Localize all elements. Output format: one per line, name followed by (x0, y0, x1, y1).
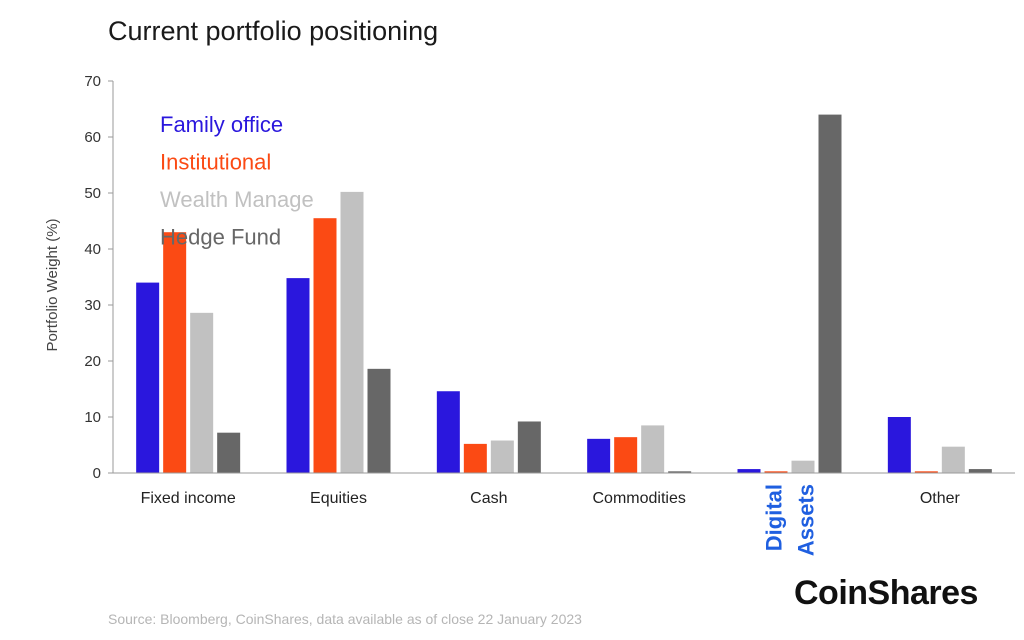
bar (914, 471, 938, 473)
y-axis-label: Portfolio Weight (%) (44, 218, 61, 351)
bar (436, 391, 460, 473)
y-tick-label: 10 (84, 409, 101, 426)
legend-entry: Institutional (160, 150, 271, 175)
bars (136, 114, 992, 473)
bar (587, 438, 611, 473)
y-tick-label: 20 (84, 353, 101, 370)
x-tick-label: Fixed income (141, 490, 236, 507)
y-tick-label: 30 (84, 297, 101, 314)
bar (367, 368, 391, 473)
legend: Family office Institutional Wealth Manage H… (160, 112, 314, 250)
coinshares-logo: CoinShares (794, 574, 978, 612)
legend-entry: Wealth Manage (160, 187, 314, 212)
bar (136, 282, 160, 473)
bar (791, 460, 815, 473)
bar (190, 312, 214, 473)
source-note: Source: Bloomberg, CoinShares, data avai… (108, 611, 582, 627)
bar (737, 469, 761, 473)
x-axis-labels: Fixed income Equities Cash Commodities Digit… (113, 472, 1015, 556)
y-tick-label: 40 (84, 241, 101, 258)
legend-entry: Family office (160, 112, 283, 137)
bar (217, 432, 241, 473)
bar (490, 440, 514, 473)
y-tick-label: 60 (84, 129, 101, 146)
bar (286, 278, 310, 473)
bar (968, 469, 992, 473)
y-tick-label: 0 (93, 465, 101, 482)
x-tick-label: Equities (310, 490, 367, 507)
bar (313, 218, 337, 473)
bar (614, 437, 638, 473)
x-tick-label: Cash (470, 490, 507, 507)
bar (668, 471, 692, 473)
bar (818, 114, 842, 473)
chart-title: Current portfolio positioning (108, 16, 439, 46)
y-tick-label: 70 (84, 73, 101, 90)
bar (941, 446, 965, 473)
bar (764, 471, 788, 473)
x-tick-label: Other (920, 490, 961, 507)
x-tick-label-highlight: Assets (794, 484, 819, 556)
y-axis: 0 10 20 30 40 50 60 70 Portfolio Weight (%) (44, 73, 114, 482)
bar (641, 425, 665, 473)
bar (463, 443, 487, 473)
bar (163, 232, 187, 473)
y-tick-label: 50 (84, 185, 101, 202)
x-tick-label-highlight: Digital (762, 484, 787, 551)
bar (340, 191, 364, 473)
legend-entry: Hedge Fund (160, 225, 281, 250)
bar (517, 421, 541, 473)
bar-chart: 0 10 20 30 40 50 60 70 Portfolio Weight (%) Fixe… (44, 73, 1015, 556)
bar (887, 417, 911, 473)
x-tick-label: Commodities (592, 490, 685, 507)
